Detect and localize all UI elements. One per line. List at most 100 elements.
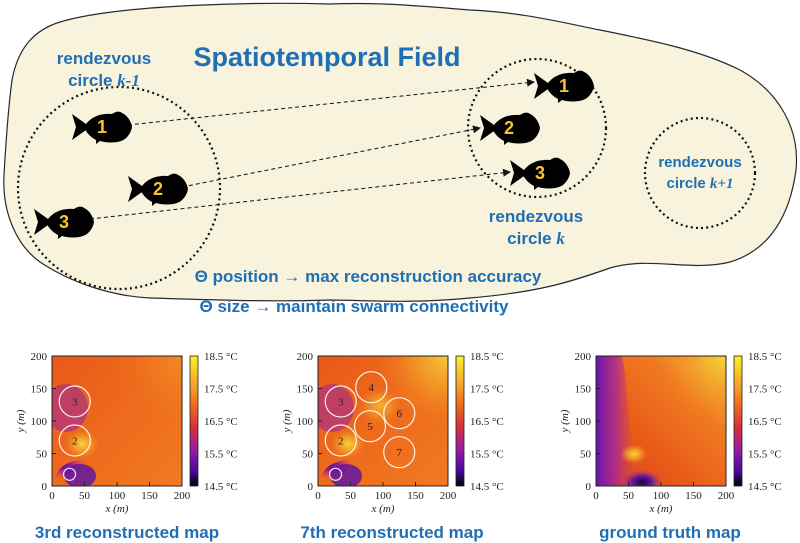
spatiotemporal-field: Spatiotemporal Field rendezvous circle k… bbox=[3, 2, 798, 316]
map-2-circle-label-2: 4 bbox=[369, 382, 375, 394]
map-panel-3: 0 50 100 150 200 0 50 100 150 200 x (m) y (m) 18.5 °… bbox=[559, 351, 782, 542]
map-1-circle-2 bbox=[58, 424, 91, 457]
map-2-circle-label-4: 5 bbox=[367, 421, 373, 433]
map-2-caption: 7th reconstructed map bbox=[300, 523, 483, 542]
map-1-colorbar-tick: 16.5 °C bbox=[204, 416, 238, 428]
map-panel-2: 3 4 6 5 2 7 0 50 100 150 200 0 50 100 150 200 x (m) y (m)… bbox=[281, 351, 504, 542]
map-1-colorbar-tick: 17.5 °C bbox=[204, 384, 238, 396]
map-1-circle-label-2: 2 bbox=[72, 436, 78, 448]
map-1-colorbar-tick: 14.5 °C bbox=[204, 481, 238, 493]
fish-prev-2-label: 2 bbox=[153, 179, 163, 199]
map-3-y-tick: 200 bbox=[575, 351, 592, 363]
map-3-colorbar-tick: 16.5 °C bbox=[748, 416, 782, 428]
arrow-fish-3 bbox=[89, 168, 511, 220]
rendezvous-circle-prev bbox=[16, 85, 222, 291]
map-2-colorbar-tick: 14.5 °C bbox=[470, 481, 504, 493]
map-1-y-tick: 150 bbox=[31, 384, 48, 396]
map-3-caption: ground truth map bbox=[599, 523, 741, 542]
rendezvous-circle-next bbox=[643, 116, 757, 230]
map-3-x-tick: 150 bbox=[685, 490, 702, 502]
map-2-colorbar bbox=[455, 355, 465, 487]
heatmap-2 bbox=[318, 356, 448, 486]
map-2-circle-1 bbox=[324, 385, 357, 418]
map-3-x-tick: 100 bbox=[653, 490, 670, 502]
fish-curr-1: 1 bbox=[534, 70, 594, 103]
map-1-x-tick: 200 bbox=[174, 490, 191, 502]
map-3-colorbar-tick: 17.5 °C bbox=[748, 384, 782, 396]
rendezvous-curr-line2: circle k bbox=[507, 229, 565, 248]
map-3-ylabel: y (m) bbox=[559, 409, 571, 433]
map-3-y-tick: 100 bbox=[575, 416, 592, 428]
map-2-ylabel: y (m) bbox=[281, 409, 293, 433]
fish-prev-1: 1 bbox=[72, 111, 132, 144]
map-2-colorbar-tick: 18.5 °C bbox=[470, 351, 504, 363]
map-3-colorbar bbox=[733, 355, 743, 487]
map-1-x-tick: 150 bbox=[141, 490, 158, 502]
map-3-colorbar-tick: 15.5 °C bbox=[748, 449, 782, 461]
field-region bbox=[3, 2, 798, 302]
fish-prev-3: 3 bbox=[34, 206, 94, 239]
fish-curr-1-label: 1 bbox=[559, 76, 569, 96]
map-2-colorbar-tick: 16.5 °C bbox=[470, 416, 504, 428]
map-1-x-tick: 100 bbox=[109, 490, 126, 502]
heatmap-3 bbox=[596, 356, 726, 486]
map-2-x-tick: 0 bbox=[315, 490, 321, 502]
map-3-y-tick: 50 bbox=[580, 449, 592, 461]
fish-prev-3-label: 3 bbox=[59, 212, 69, 232]
map-2-circle-7 bbox=[328, 467, 343, 481]
note-size: Θ size → maintain swarm connectivity bbox=[200, 297, 509, 316]
map-3-x-tick: 200 bbox=[718, 490, 735, 502]
map-2-circle-label-1: 3 bbox=[338, 397, 344, 409]
map-2-x-tick: 150 bbox=[407, 490, 424, 502]
map-1-colorbar-tick: 15.5 °C bbox=[204, 449, 238, 461]
fish-curr-3: 3 bbox=[510, 157, 570, 190]
fish-curr-2: 2 bbox=[480, 112, 540, 145]
heatmap-1 bbox=[52, 356, 182, 486]
map-1-y-tick: 50 bbox=[36, 449, 48, 461]
map-3-x-tick: 0 bbox=[593, 490, 599, 502]
map-2-circle-label-5: 2 bbox=[338, 436, 344, 448]
rendezvous-circle-curr bbox=[466, 57, 608, 199]
map-2-circle-2 bbox=[355, 371, 388, 404]
map-2-x-tick: 50 bbox=[345, 490, 357, 502]
fish-prev-2: 2 bbox=[128, 173, 188, 206]
map-1-circle-1 bbox=[58, 385, 91, 418]
arrow-fish-1 bbox=[127, 78, 535, 126]
map-3-colorbar-tick: 14.5 °C bbox=[748, 481, 782, 493]
map-1-circle-label-1: 3 bbox=[72, 397, 78, 409]
rendezvous-next-line2: circle k+1 bbox=[667, 175, 734, 192]
map-1-colorbar bbox=[189, 355, 199, 487]
map-3-y-tick: 0 bbox=[586, 481, 592, 493]
map-2-circle-4 bbox=[353, 410, 387, 443]
map-1-y-tick: 200 bbox=[31, 351, 48, 363]
map-1-x-tick: 0 bbox=[49, 490, 55, 502]
rendezvous-curr-line1: rendezvous bbox=[489, 207, 583, 226]
map-2-y-tick: 200 bbox=[297, 351, 314, 363]
rendezvous-prev-line2: circle k-1 bbox=[68, 71, 140, 90]
map-1-ylabel: y (m) bbox=[15, 409, 27, 433]
map-2-circle-5 bbox=[324, 424, 357, 457]
map-2-colorbar-tick: 17.5 °C bbox=[470, 384, 504, 396]
map-3-xlabel: x (m) bbox=[649, 503, 673, 515]
fish-prev-1-label: 1 bbox=[97, 117, 107, 137]
fish-curr-3-label: 3 bbox=[535, 163, 545, 183]
map-2-circle-3 bbox=[383, 397, 416, 430]
map-1-colorbar-tick: 18.5 °C bbox=[204, 351, 238, 363]
map-1-caption: 3rd reconstructed map bbox=[35, 523, 219, 542]
map-2-y-tick: 150 bbox=[297, 384, 314, 396]
note-position: Θ position → max reconstruction accuracy bbox=[195, 267, 542, 286]
map-1-circle-3 bbox=[62, 467, 77, 481]
map-2-y-tick: 50 bbox=[302, 449, 314, 461]
map-2-y-tick: 0 bbox=[308, 481, 314, 493]
map-2-xlabel: x (m) bbox=[371, 503, 395, 515]
map-2-x-tick: 200 bbox=[440, 490, 457, 502]
map-3-colorbar-tick: 18.5 °C bbox=[748, 351, 782, 363]
fish-curr-2-label: 2 bbox=[504, 118, 514, 138]
map-2-x-tick: 100 bbox=[375, 490, 392, 502]
map-3-x-tick: 50 bbox=[623, 490, 635, 502]
map-1-x-tick: 50 bbox=[79, 490, 91, 502]
map-panel-1: 3 2 0 50 100 150 200 0 50 100 150 200 x (m) y (m) 18.5… bbox=[15, 351, 238, 542]
rendezvous-next-line1: rendezvous bbox=[658, 154, 741, 171]
